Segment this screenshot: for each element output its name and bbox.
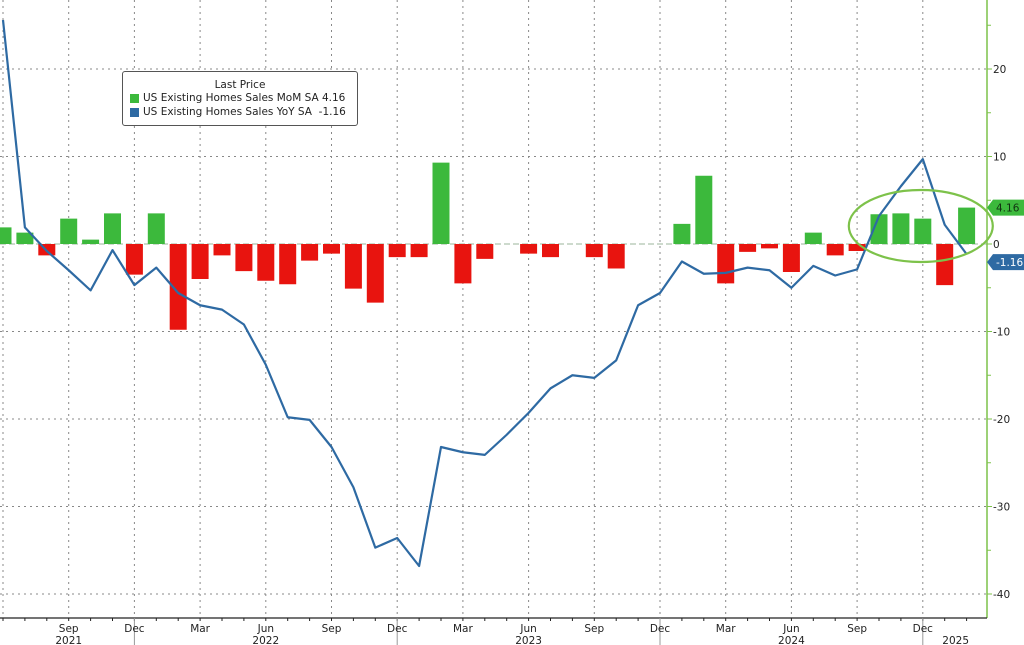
line-yoy bbox=[1, 19, 968, 568]
legend-value-yoy: -1.16 bbox=[318, 106, 346, 118]
bar-mom bbox=[147, 213, 165, 244]
last-value-tag: 4.16 bbox=[987, 199, 1024, 216]
y-tick-label: -30 bbox=[993, 502, 1010, 514]
bar-mom bbox=[432, 162, 450, 244]
y-tick-label: -10 bbox=[993, 327, 1010, 339]
bar-mom bbox=[104, 213, 121, 244]
bar-mom bbox=[717, 244, 735, 284]
bar-mom bbox=[673, 223, 691, 244]
legend-entry-mom: US Existing Homes Sales MoM SA 4.16 bbox=[130, 91, 357, 105]
bar-mom bbox=[958, 207, 976, 244]
tag-label: 4.16 bbox=[996, 203, 1020, 215]
y-tick-label: 0 bbox=[993, 239, 1000, 251]
x-tick-label-month: Dec bbox=[913, 623, 934, 635]
bar-mom bbox=[235, 244, 253, 272]
bar-mom bbox=[301, 244, 319, 261]
x-tick-label-month: Sep bbox=[584, 623, 604, 635]
legend-title: Last Price bbox=[214, 79, 266, 91]
y-tick-label: 10 bbox=[993, 152, 1006, 164]
x-tick-label-month: Jun bbox=[782, 623, 799, 635]
x-tick-label-year: 2024 bbox=[778, 635, 805, 645]
bar-mom bbox=[804, 232, 822, 244]
legend-label-mom: US Existing Homes Sales MoM SA bbox=[143, 92, 319, 104]
x-tick-label-year: 2022 bbox=[252, 635, 279, 645]
bar-mom bbox=[826, 244, 844, 256]
bar-mom bbox=[344, 244, 362, 289]
bar-mom bbox=[16, 232, 34, 244]
bar-mom bbox=[279, 244, 297, 285]
y-tick-label: -20 bbox=[993, 414, 1010, 426]
bar-mom bbox=[761, 244, 778, 249]
bar-mom bbox=[476, 244, 494, 259]
bar-mom bbox=[542, 244, 559, 258]
bar-mom bbox=[914, 218, 932, 244]
bar-mom bbox=[323, 244, 340, 254]
bar-mom bbox=[410, 244, 428, 258]
x-tick-label-month: Mar bbox=[190, 623, 210, 635]
x-tick-label-month: Dec bbox=[650, 623, 671, 635]
x-tick-label-month: Sep bbox=[59, 623, 79, 635]
tag-background bbox=[987, 199, 1024, 216]
bar-mom bbox=[892, 213, 910, 244]
x-tick-label-year: 2025 bbox=[942, 635, 969, 645]
bar-mom bbox=[607, 244, 625, 269]
bar-mom bbox=[695, 175, 713, 244]
legend-swatch-blue bbox=[130, 107, 139, 117]
x-tick-label-month: Mar bbox=[453, 623, 473, 635]
bar-mom bbox=[739, 244, 757, 252]
legend-swatch-green bbox=[130, 93, 139, 103]
bar-mom bbox=[388, 244, 406, 258]
x-tick-label-month: Sep bbox=[322, 623, 342, 635]
bar-mom bbox=[257, 244, 275, 281]
bar-mom bbox=[585, 244, 603, 258]
bar-mom bbox=[125, 244, 143, 275]
x-tick-label-month: Jun bbox=[519, 623, 536, 635]
x-tick-label-month: Mar bbox=[716, 623, 736, 635]
tag-label: -1.16 bbox=[996, 257, 1023, 269]
legend-label-yoy: US Existing Homes Sales YoY SA bbox=[143, 106, 312, 118]
bar-mom bbox=[366, 244, 384, 303]
bar-mom bbox=[82, 239, 100, 244]
x-tick-label-month: Dec bbox=[387, 623, 408, 635]
highlight-ellipse bbox=[847, 188, 994, 264]
x-tick-label-month: Dec bbox=[124, 623, 145, 635]
bar-mom bbox=[520, 244, 538, 254]
bar-mom bbox=[454, 244, 472, 284]
bar-mom bbox=[0, 227, 12, 244]
bar-mom bbox=[782, 244, 800, 272]
y-tick-label: -40 bbox=[993, 589, 1010, 601]
bar-mom bbox=[169, 244, 187, 330]
bar-mom bbox=[191, 244, 209, 279]
x-tick-label-year: 2021 bbox=[55, 635, 82, 645]
legend-value-mom: 4.16 bbox=[321, 92, 346, 104]
last-value-tag: -1.16 bbox=[987, 254, 1024, 271]
x-tick-label-month: Jun bbox=[257, 623, 274, 635]
tag-background bbox=[987, 254, 1024, 271]
bar-mom bbox=[848, 244, 866, 251]
bar-mom bbox=[870, 214, 888, 244]
bar-mom bbox=[936, 244, 954, 286]
bar-mom bbox=[213, 244, 231, 256]
x-tick-label-year: 2023 bbox=[515, 635, 542, 645]
y-tick-label: 20 bbox=[993, 64, 1006, 76]
bar-mom bbox=[60, 218, 78, 244]
legend-entry-yoy: US Existing Homes Sales YoY SA -1.16 bbox=[130, 105, 357, 119]
x-tick-label-month: Sep bbox=[847, 623, 867, 635]
legend: Last Price US Existing Homes Sales MoM S… bbox=[122, 71, 358, 126]
